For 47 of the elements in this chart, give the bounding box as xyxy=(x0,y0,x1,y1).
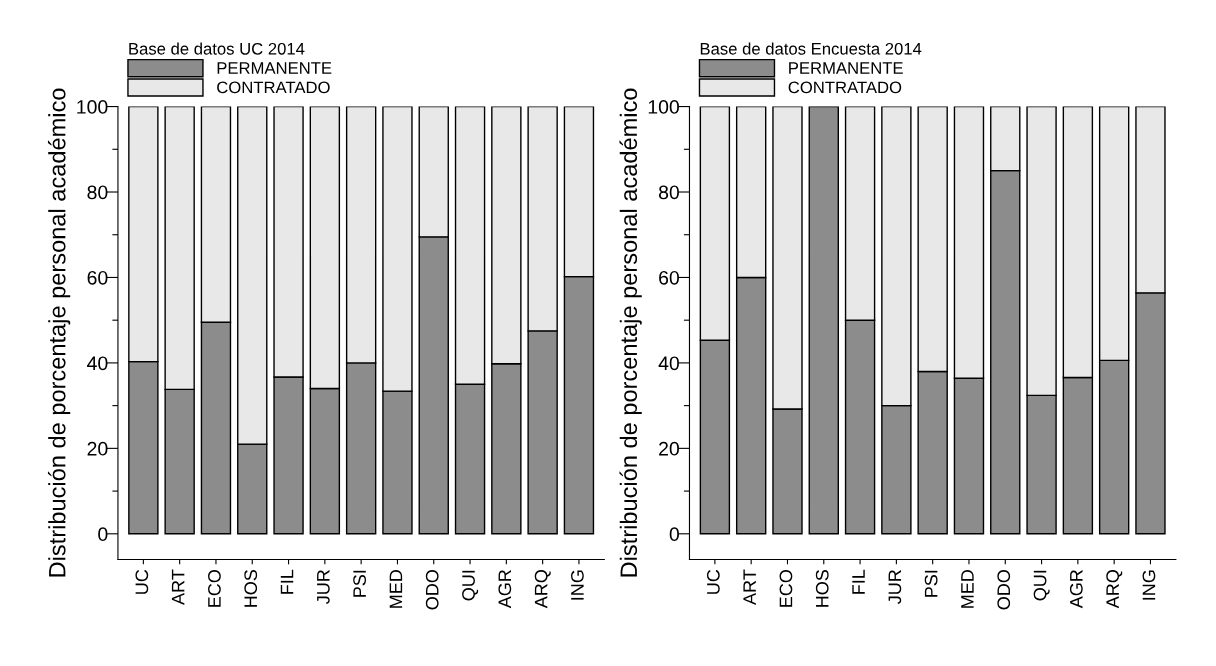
y-tick-label: 40 xyxy=(658,356,679,371)
y-axis-title: Distribución de porcentaje personal académico xyxy=(47,88,71,577)
x-tick-label: ART xyxy=(171,569,185,605)
legend-label: CONTRATADO xyxy=(217,81,330,94)
y-tick-label: 100 xyxy=(77,100,108,114)
y-tick-label: 20 xyxy=(87,441,108,456)
y-tick-label: 0 xyxy=(98,527,108,542)
y-tick-label: 60 xyxy=(659,270,679,285)
x-tick-label: ART xyxy=(743,569,756,605)
y-tick-label: 40 xyxy=(87,356,108,371)
x-tick-label: AGR xyxy=(1069,570,1083,609)
x-tick-label: AGR xyxy=(498,570,512,609)
legend-label: PERMANENTE xyxy=(217,62,332,74)
x-tick-label: PSI xyxy=(924,570,938,597)
x-tick-label: ARQ xyxy=(534,570,551,609)
x-tick-label: JUR xyxy=(317,570,330,604)
legend-label: CONTRATADO xyxy=(788,81,902,94)
legend-title: Base de datos Encuesta 2014 xyxy=(700,42,922,55)
y-tick-label: 80 xyxy=(658,185,679,200)
x-tick-label: UC xyxy=(706,569,720,594)
y-tick-label: 60 xyxy=(87,270,108,285)
x-tick-label: ING xyxy=(1142,570,1156,600)
x-tick-label: MED xyxy=(961,570,974,608)
x-tick-label: ODO xyxy=(425,570,439,610)
y-tick-label: 100 xyxy=(648,100,679,114)
y-tick-label: 20 xyxy=(659,441,679,456)
y-tick-label: 0 xyxy=(669,527,679,542)
x-tick-label: PSI xyxy=(353,570,366,597)
x-tick-label: UC xyxy=(135,569,149,594)
x-tick-label: FIL xyxy=(280,569,294,594)
x-tick-label: ODO xyxy=(997,570,1011,610)
x-tick-label: JUR xyxy=(888,570,902,604)
x-tick-label: ECO xyxy=(208,570,221,607)
x-tick-label: QUI xyxy=(1033,570,1050,601)
x-tick-label: MED xyxy=(389,570,403,608)
x-tick-label: ING xyxy=(571,570,584,600)
x-tick-label: HOS xyxy=(815,569,829,607)
x-tick-label: ECO xyxy=(779,570,793,607)
bar xyxy=(808,106,839,535)
y-tick-label: 80 xyxy=(87,185,108,200)
legend-label: PERMANENTE xyxy=(789,62,903,74)
x-tick-label: ARQ xyxy=(1106,570,1123,609)
x-tick-label: HOS xyxy=(244,569,258,607)
y-axis-title: Distribución de porcentaje personal académico xyxy=(619,88,642,577)
x-tick-label: QUI xyxy=(462,570,479,601)
x-tick-label: FIL xyxy=(852,569,865,594)
legend-title: Base de datos UC 2014 xyxy=(129,42,305,55)
